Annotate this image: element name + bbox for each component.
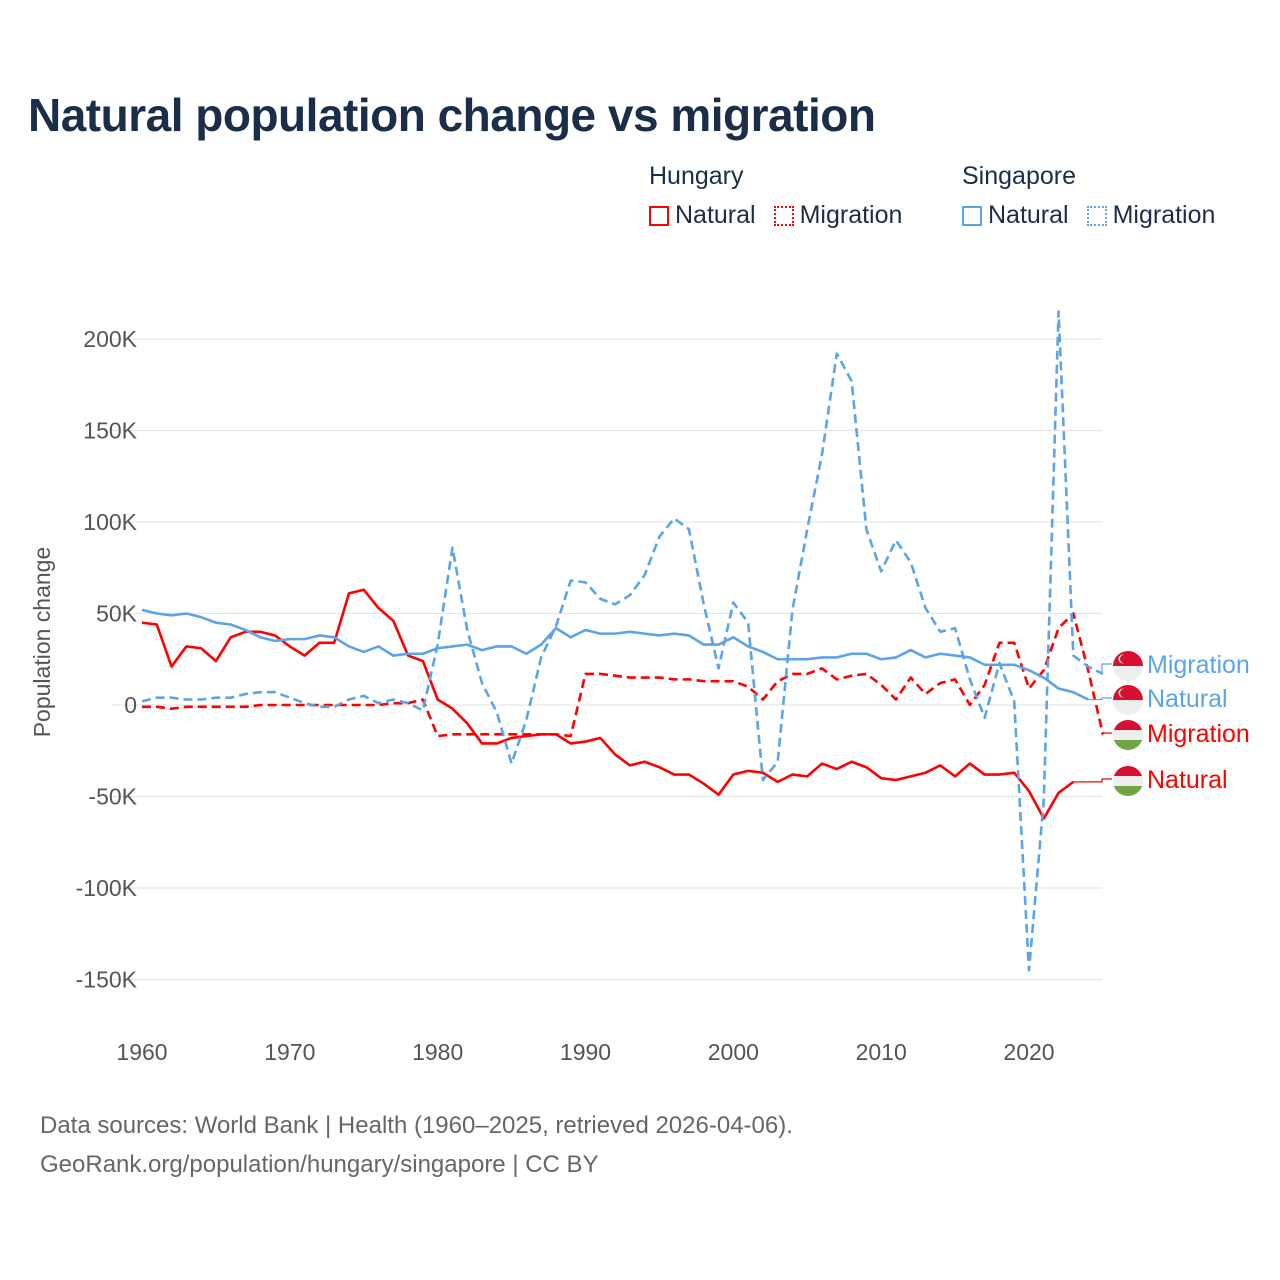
series-line bbox=[141, 588, 1075, 820]
legend-swatch-dotted bbox=[773, 205, 794, 226]
legend-group-title: Singapore bbox=[962, 162, 1076, 190]
series-hungary-migration bbox=[141, 612, 1105, 738]
series-lines bbox=[141, 310, 1105, 972]
x-tick-label: 2020 bbox=[1003, 1039, 1054, 1065]
legend-item-hungary-natural[interactable]: Natural bbox=[649, 201, 756, 230]
data-source-text: Data sources: World Bank | Health (1960–… bbox=[40, 1112, 793, 1139]
legend-label: Migration bbox=[1112, 201, 1216, 229]
y-tick-label: 200K bbox=[83, 326, 137, 352]
end-label: Migration bbox=[1147, 720, 1250, 748]
y-axis-label: Population change bbox=[29, 547, 55, 738]
label-connector bbox=[1101, 732, 1112, 735]
legend-item-hungary-migration[interactable]: Migration bbox=[773, 201, 903, 230]
y-tick-label: 50K bbox=[96, 601, 138, 627]
legend-group-title: Hungary bbox=[649, 162, 744, 190]
legend-swatch-solid bbox=[962, 205, 982, 226]
end-labels: Natural Migration Natural Migration bbox=[1073, 651, 1250, 796]
series-singapore-migration bbox=[141, 310, 1104, 972]
label-connector bbox=[1073, 778, 1112, 783]
label-connector bbox=[1101, 663, 1112, 675]
x-tick-label: 1990 bbox=[560, 1039, 611, 1065]
x-tick-label: 1960 bbox=[116, 1039, 167, 1065]
singapore-flag-icon bbox=[1113, 685, 1143, 715]
series-singapore-natural bbox=[141, 608, 1089, 701]
legend-group-hungary: Hungary Natural Migration bbox=[649, 162, 914, 230]
series-line bbox=[141, 608, 1089, 701]
y-axis: 200K 150K 100K 50K 0 -50K -100K -150K bbox=[76, 326, 138, 993]
end-label: Migration bbox=[1147, 651, 1250, 679]
y-tick-label: 150K bbox=[83, 418, 137, 444]
gridlines bbox=[112, 338, 1102, 981]
label-connector bbox=[1088, 697, 1112, 701]
y-tick-label: -150K bbox=[76, 967, 138, 993]
end-label: Natural bbox=[1147, 766, 1228, 794]
series-line bbox=[142, 612, 1105, 738]
x-tick-label: 1970 bbox=[264, 1039, 315, 1065]
legend-group-singapore: Singapore Natural Migration bbox=[962, 162, 1227, 230]
series-hungary-natural bbox=[141, 588, 1075, 820]
x-tick-label: 2000 bbox=[708, 1039, 759, 1065]
legend-item-singapore-natural[interactable]: Natural bbox=[962, 201, 1069, 230]
end-label: Natural bbox=[1147, 685, 1228, 713]
legend-swatch-solid bbox=[649, 205, 669, 226]
footer: Data sources: World Bank | Health (1960–… bbox=[40, 1106, 793, 1184]
x-axis: 1960 1970 1980 1990 2000 2010 2020 bbox=[116, 1039, 1054, 1065]
legend-label: Natural bbox=[988, 201, 1069, 229]
legend-swatch-dotted bbox=[1086, 205, 1107, 226]
y-tick-label: 0 bbox=[124, 692, 137, 718]
attribution-link[interactable]: GeoRank.org/population/hungary/singapore… bbox=[40, 1151, 599, 1178]
y-tick-label: 100K bbox=[83, 509, 137, 535]
hungary-flag-icon bbox=[1113, 720, 1143, 750]
legend-item-singapore-migration[interactable]: Migration bbox=[1086, 201, 1216, 230]
legend-label: Migration bbox=[799, 201, 903, 229]
legend-label: Natural bbox=[675, 201, 756, 229]
hungary-flag-icon bbox=[1113, 766, 1143, 796]
y-tick-label: -100K bbox=[76, 875, 138, 901]
x-tick-label: 1980 bbox=[412, 1039, 463, 1065]
singapore-flag-icon bbox=[1113, 651, 1143, 681]
series-line bbox=[141, 310, 1104, 972]
x-tick-label: 2010 bbox=[856, 1039, 907, 1065]
chart-title: Natural population change vs migration bbox=[28, 89, 876, 141]
y-tick-label: -50K bbox=[88, 784, 137, 810]
